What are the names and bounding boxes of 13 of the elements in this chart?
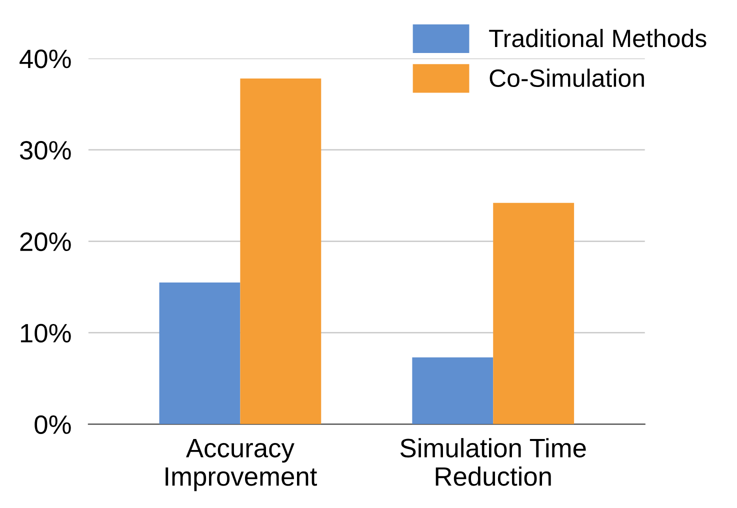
legend-label: Traditional Methods	[489, 28, 706, 48]
bar	[240, 78, 322, 424]
x-tick-label: Accuracy Improvement	[166, 439, 317, 492]
bar	[493, 202, 574, 424]
y-tick-label: 40%	[20, 50, 71, 68]
x-tick-label: Simulation Time Reduction	[400, 438, 586, 486]
y-tick-label: 30%	[20, 140, 71, 160]
y-tick-label: 0%	[34, 415, 71, 434]
legend-label: Co-Simulation	[490, 68, 644, 88]
bar	[412, 357, 494, 424]
y-tick-label: 20%	[20, 232, 71, 252]
y-tick-label: 10%	[20, 324, 71, 343]
bar	[159, 282, 240, 424]
